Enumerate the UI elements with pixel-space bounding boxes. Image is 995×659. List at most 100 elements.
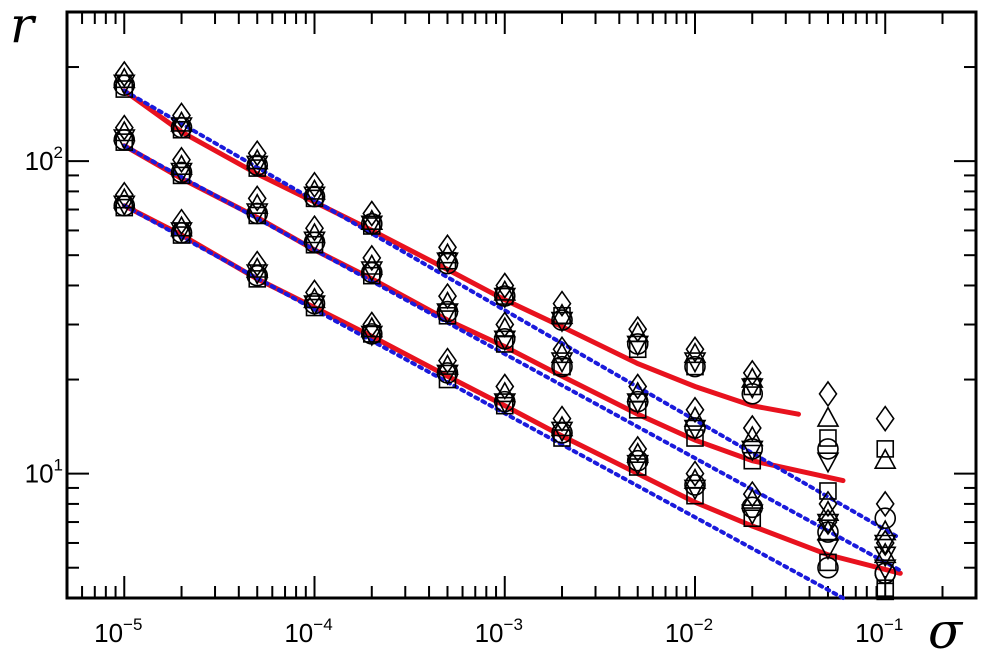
y-tick-labels: 101 102: [25, 143, 63, 489]
x-tick-base: 10: [284, 618, 313, 648]
fit-curve-upper-solid: [121, 88, 801, 417]
data-point-square: [819, 553, 837, 572]
data-point-diamond: [685, 460, 705, 487]
data-point-triangle-up: [740, 425, 764, 447]
data-point-triangle-down: [626, 393, 650, 415]
data-point-triangle-down: [170, 222, 193, 244]
data-point-triangle-down: [170, 162, 193, 184]
data-point-diamond: [172, 146, 191, 174]
data-point-triangle-down: [626, 335, 650, 357]
data-point-triangle-up: [873, 448, 897, 470]
data-markers: [112, 60, 897, 601]
plot-frame: [65, 10, 978, 600]
data-point-diamond: [495, 311, 515, 338]
data-point-triangle-down: [303, 186, 326, 208]
data-point-square: [115, 133, 134, 151]
x-axis-label: σ: [928, 602, 964, 659]
data-point-circle: [817, 438, 839, 460]
data-point-triangle-down: [873, 534, 897, 556]
data-point-square: [248, 270, 267, 288]
x-tick-label: 10−1: [855, 615, 903, 648]
data-point-square: [876, 440, 895, 458]
x-tick-label: 10−2: [665, 615, 713, 648]
data-point-triangle-down: [245, 203, 269, 225]
x-tick-label: 10−3: [475, 615, 523, 648]
data-point-triangle-down: [360, 325, 384, 347]
data-point-diamond: [875, 405, 895, 432]
x-tick-label: 10−5: [94, 615, 142, 648]
x-tick-exponent: −4: [313, 615, 332, 634]
data-point-triangle-down: [816, 513, 840, 535]
data-point-triangle-down: [436, 252, 459, 274]
data-point-diamond: [438, 347, 457, 374]
data-point-triangle-down: [873, 546, 897, 568]
data-point-triangle-down: [112, 195, 136, 217]
data-point-square: [686, 429, 704, 447]
fit-curves: [121, 88, 903, 600]
data-point-diamond: [628, 315, 648, 343]
data-point-diamond: [247, 139, 267, 167]
x-tick-label: 10−4: [284, 615, 332, 648]
data-point-diamond: [552, 290, 572, 317]
data-point-triangle-down: [740, 378, 764, 400]
data-point-circle: [874, 507, 897, 530]
fit-curve-lower-dotted: [122, 203, 845, 600]
data-point-diamond: [247, 250, 267, 277]
data-point-triangle-down: [683, 352, 707, 374]
data-point-triangle-down: [740, 440, 764, 462]
data-point-square: [819, 429, 837, 447]
data-point-diamond: [742, 480, 762, 508]
fit-curve-middle-solid: [121, 143, 846, 484]
data-point-diamond: [818, 380, 838, 408]
data-point-triangle-up: [873, 542, 897, 564]
data-point-diamond: [742, 414, 762, 442]
data-point-diamond: [362, 244, 382, 272]
data-point-diamond: [362, 200, 382, 227]
data-point-diamond: [438, 282, 457, 310]
data-point-diamond: [114, 181, 134, 209]
data-point-square: [362, 266, 381, 285]
data-point-triangle-up: [360, 209, 384, 230]
data-point-triangle-up: [873, 519, 897, 541]
data-point-diamond: [875, 490, 895, 518]
data-point-triangle-down: [360, 215, 384, 237]
x-tick-base: 10: [855, 618, 884, 648]
data-point-diamond: [172, 102, 191, 129]
y-tick-label: 102: [25, 143, 63, 176]
fit-curve-middle-dotted: [122, 143, 903, 573]
fit-curve-upper-dotted: [122, 88, 903, 541]
data-point-diamond: [305, 214, 324, 242]
data-point-square: [305, 235, 324, 254]
data-point-diamond: [114, 60, 134, 88]
data-point-diamond: [628, 373, 648, 400]
data-point-square: [819, 482, 837, 500]
data-point-triangle-up: [816, 405, 840, 427]
data-point-triangle-down: [360, 261, 384, 283]
data-point-diamond: [742, 359, 762, 387]
data-point-diamond: [818, 508, 838, 536]
data-point-triangle-up: [550, 303, 574, 325]
data-point-triangle-down: [493, 287, 517, 309]
data-point-diamond: [552, 335, 572, 363]
y-tick-label: 101: [25, 456, 63, 489]
data-point-diamond: [875, 529, 895, 557]
x-tick-labels: 10−5 10−4 10−3 10−2 10−1: [94, 615, 903, 648]
data-point-triangle-up: [360, 253, 384, 275]
data-point-triangle-down: [303, 295, 326, 317]
tick-marks: [67, 11, 976, 599]
x-tick-exponent: −2: [694, 615, 713, 634]
data-point-triangle-down: [683, 479, 707, 501]
x-tick-base: 10: [94, 618, 123, 648]
data-point-circle: [817, 556, 839, 579]
x-tick-base: 10: [475, 618, 504, 648]
y-tick-base: 10: [25, 459, 54, 489]
y-tick-base: 10: [25, 146, 54, 176]
x-tick-exponent: −3: [504, 615, 523, 634]
data-point-diamond: [362, 311, 382, 338]
data-point-circle: [684, 355, 706, 378]
data-point-triangle-down: [112, 74, 136, 96]
data-point-triangle-up: [550, 415, 574, 437]
data-point-circle: [684, 474, 706, 496]
x-tick-exponent: −5: [123, 615, 142, 634]
